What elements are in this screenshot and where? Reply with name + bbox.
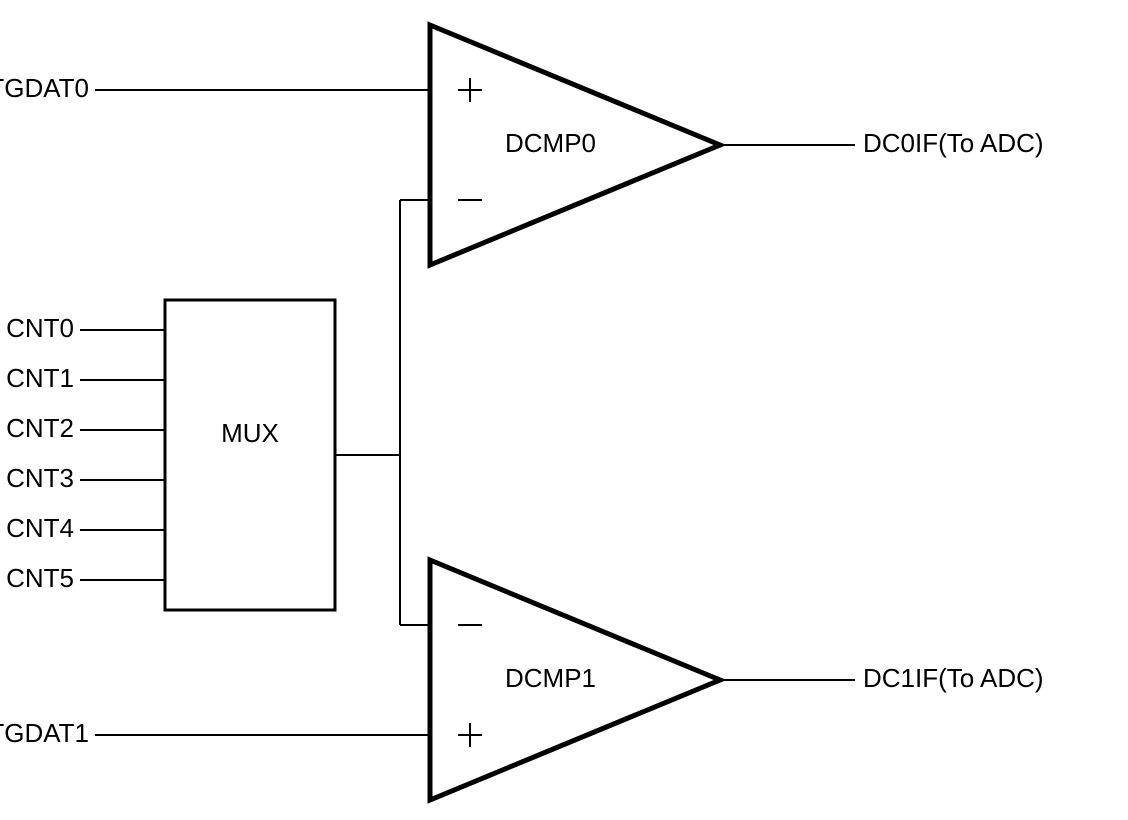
cmptgdat0-label: CMPTGDAT0 bbox=[0, 73, 89, 103]
mux-input-label-0: CNT0 bbox=[6, 313, 74, 343]
mux-input-label-5: CNT5 bbox=[6, 563, 74, 593]
dc0if-label: DC0IF(To ADC) bbox=[863, 128, 1044, 158]
dcmp1-label: DCMP1 bbox=[505, 663, 596, 693]
dcmp0-label: DCMP0 bbox=[505, 128, 596, 158]
mux-input-label-2: CNT2 bbox=[6, 413, 74, 443]
mux-input-label-1: CNT1 bbox=[6, 363, 74, 393]
mux-input-label-3: CNT3 bbox=[6, 463, 74, 493]
mux-label: MUX bbox=[221, 418, 279, 448]
cmptgdat1-label: CMPTGDAT1 bbox=[0, 718, 89, 748]
mux-block bbox=[165, 300, 335, 610]
mux-input-label-4: CNT4 bbox=[6, 513, 74, 543]
dc1if-label: DC1IF(To ADC) bbox=[863, 663, 1044, 693]
